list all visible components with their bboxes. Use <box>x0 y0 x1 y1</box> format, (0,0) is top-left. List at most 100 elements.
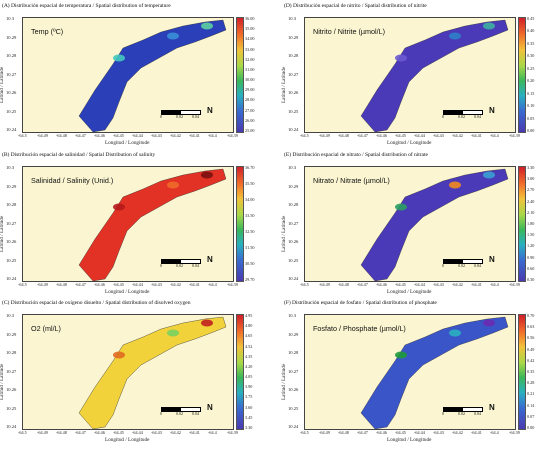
colorbar-label: 4.95 <box>245 313 253 318</box>
x-axis-label: Longitud / Longitude <box>387 437 432 443</box>
y-tick-label: 10.26 <box>288 90 299 95</box>
x-tick-label: -64.44 <box>132 430 143 435</box>
y-tick-label: 10.29 <box>6 34 17 40</box>
colorbar-label: 3.00 <box>527 176 535 182</box>
scale-label: 0 <box>160 114 162 119</box>
variable-label: Temp (ºC) <box>31 27 64 36</box>
colorbar-label: 28.00 <box>245 97 255 103</box>
y-tick-label: 10.29 <box>6 183 17 189</box>
scale-label: 0.02 <box>176 114 183 119</box>
map-canvas <box>23 18 233 132</box>
y-tick-label: 10.27 <box>6 71 17 77</box>
contour-spot <box>167 181 179 189</box>
colorbar-label: 1.80 <box>527 221 535 226</box>
colorbar-label: 33.50 <box>245 213 255 218</box>
y-tick-label: 10.26 <box>6 239 17 244</box>
colorbar-label: 4.35 <box>245 353 253 359</box>
x-tick-label: -64.44 <box>414 133 425 138</box>
colorbar-label: 30.50 <box>245 261 255 266</box>
x-tick-label: -64.41 <box>471 133 482 138</box>
contour-spot <box>201 319 213 327</box>
north-arrow-icon: N <box>489 255 495 264</box>
scale-label: 0.02 <box>176 411 183 416</box>
scale-label: 0.02 <box>176 263 183 268</box>
y-tick-label: 10.25 <box>288 257 299 263</box>
colorbar-label: 29.00 <box>245 87 255 93</box>
x-tick-label: -64.44 <box>132 133 143 138</box>
colorbar-label: 0.42 <box>527 357 535 363</box>
x-tick-label: -64.39 <box>509 133 520 138</box>
x-tick-label: -64.48 <box>56 133 67 138</box>
colorbar-label: 0.56 <box>527 335 535 341</box>
colorbar-label: 4.20 <box>245 363 253 369</box>
colorbar-label: 0.05 <box>527 115 535 121</box>
contour-spot <box>449 329 461 337</box>
land-area <box>23 18 233 132</box>
land-area <box>305 167 515 281</box>
colorbar-label: 36.00 <box>245 16 255 21</box>
colorbar-label: 35.00 <box>245 26 255 32</box>
map-frame: Salinidad / Salinity (Unid.) 0 0.02 0.04 N <box>22 166 234 282</box>
variable-label: Nitrito / Nitrite (µmol/L) <box>313 27 386 36</box>
colorbar-label: 4.65 <box>245 333 253 339</box>
colorbar <box>236 166 244 282</box>
colorbar-label: 2.40 <box>527 198 535 204</box>
colorbar-label: 0.15 <box>527 90 535 96</box>
y-tick-label: 10.3 <box>288 165 297 170</box>
x-tick-label: -64.46 <box>94 133 105 138</box>
colorbar-label: 3.30 <box>527 165 535 170</box>
panel-b: (B) Distribución espacial de salinidad /… <box>0 152 272 298</box>
y-tick-label: 10.29 <box>288 331 299 337</box>
colorbar-label: 0.28 <box>527 380 535 386</box>
colorbar-label: 31.50 <box>245 245 255 250</box>
y-tick-label: 10.28 <box>288 53 299 58</box>
x-tick-label: -64.47 <box>357 282 368 287</box>
panel-title: (A) Distribución espacial de temperatura… <box>2 3 171 9</box>
x-tick-label: -64.39 <box>509 282 520 287</box>
x-tick-label: -64.46 <box>94 282 105 287</box>
y-tick-label: 10.25 <box>6 405 17 411</box>
colorbar-label: 29.70 <box>245 277 255 282</box>
panel-c: (C) Distribución espacial de oxígeno dis… <box>0 300 272 446</box>
colorbar-label: 0.49 <box>527 346 535 352</box>
x-tick-label: -64.5 <box>300 282 309 287</box>
x-tick-label: -64.42 <box>452 133 463 138</box>
colorbar-label: 25.00 <box>245 128 255 133</box>
x-tick-label: -64.49 <box>37 430 48 435</box>
y-axis-label: Latitud / Latitude <box>281 215 287 252</box>
colorbar-label: 33.00 <box>245 46 255 52</box>
colorbar <box>518 314 526 430</box>
land-area <box>23 315 233 429</box>
contour-spot <box>395 351 407 359</box>
x-tick-label: -64.47 <box>75 430 86 435</box>
x-tick-label: -64.4 <box>490 282 499 287</box>
y-tick-label: 10.3 <box>288 313 297 318</box>
colorbar-label: 35.50 <box>245 181 255 186</box>
x-tick-label: -64.45 <box>113 430 124 435</box>
colorbar-label: 0.90 <box>527 254 535 260</box>
x-tick-label: -64.47 <box>75 282 86 287</box>
x-axis-label: Longitud / Longitude <box>105 140 150 146</box>
colorbar-label: 0.40 <box>527 28 535 34</box>
colorbar-label: 1.20 <box>527 243 535 249</box>
x-tick-label: -64.45 <box>395 282 406 287</box>
map-canvas <box>305 167 515 281</box>
colorbar-label: 36.70 <box>245 165 255 170</box>
x-tick-label: -64.43 <box>433 282 444 287</box>
map-frame: Nitrito / Nitrite (µmol/L) 0 0.02 0.04 N <box>304 17 516 133</box>
x-tick-label: -64.5 <box>18 430 27 435</box>
colorbar <box>518 17 526 133</box>
panel-f: (F) Distribución espacial de fosfato / S… <box>281 300 554 446</box>
x-tick-label: -64.39 <box>227 430 238 435</box>
contour-spot <box>201 22 213 30</box>
x-tick-label: -64.45 <box>395 430 406 435</box>
y-tick-label: 10.24 <box>6 127 17 132</box>
scale-bar-graphic <box>161 407 201 412</box>
x-tick-label: -64.41 <box>471 282 482 287</box>
land-area <box>23 167 233 281</box>
x-tick-label: -64.46 <box>376 430 387 435</box>
y-tick-label: 10.24 <box>288 276 299 281</box>
y-tick-label: 10.25 <box>288 108 299 114</box>
contour-spot <box>167 329 179 337</box>
x-tick-label: -64.4 <box>208 430 217 435</box>
